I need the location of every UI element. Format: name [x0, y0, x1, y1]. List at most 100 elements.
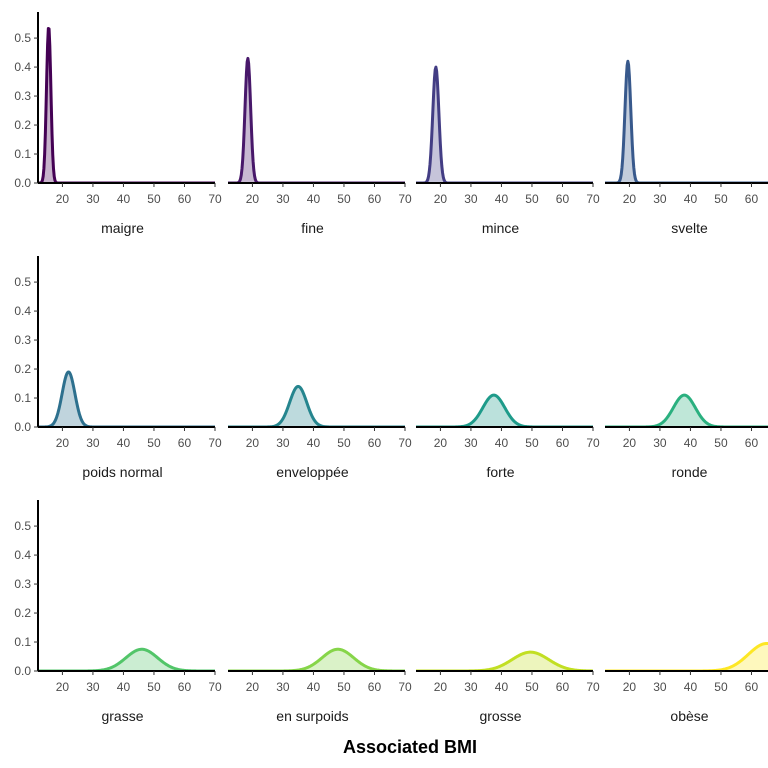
- y-tick-label: 0.2: [14, 118, 31, 132]
- x-tick-label: 30: [464, 192, 478, 206]
- facet-label: grasse: [101, 708, 143, 724]
- y-tick-label: 0.3: [14, 89, 31, 103]
- y-tick-label: 0.4: [14, 60, 31, 74]
- x-tick-label: 50: [147, 680, 161, 694]
- facet-panel-3: 203040506070svelte: [605, 59, 768, 236]
- density-line: [605, 393, 768, 427]
- y-tick-label: 0.3: [14, 577, 31, 591]
- x-tick-label: 70: [398, 680, 412, 694]
- x-tick-label: 60: [745, 680, 759, 694]
- x-tick-label: 70: [586, 436, 600, 450]
- density-area: [416, 67, 593, 183]
- facet-panel-4: 20 30 40 50 60 70 0.0 0.1 0.2 0.3 0.4 0.5 poids norm…: [14, 256, 222, 480]
- x-tick-label: 60: [556, 436, 570, 450]
- facet-panel-11: 203040506070obèse: [605, 641, 768, 724]
- x-tick-label: 60: [745, 436, 759, 450]
- x-tick-label: 30: [653, 680, 667, 694]
- x-tick-label: 30: [653, 192, 667, 206]
- x-tick-label: 20: [623, 680, 637, 694]
- x-tick-label: 70: [398, 192, 412, 206]
- x-tick-label: 70: [208, 680, 222, 694]
- x-tick-label: 30: [86, 436, 100, 450]
- facet-panel-7: 203040506070ronde: [605, 393, 768, 480]
- x-tick-label: 50: [525, 436, 539, 450]
- y-tick-label: 0.5: [14, 275, 31, 289]
- density-area: [416, 652, 593, 671]
- y-tick-label: 0.2: [14, 606, 31, 620]
- x-tick-label: 40: [684, 436, 698, 450]
- x-tick-label: 50: [714, 192, 728, 206]
- x-tick-label: 70: [586, 192, 600, 206]
- density-line: [605, 59, 768, 183]
- y-tick-label: 0.1: [14, 147, 31, 161]
- facet-panel-10: 20 30 40 50 60 70 grosse: [416, 650, 600, 724]
- facet-label: maigre: [101, 220, 144, 236]
- x-tick-label: 40: [307, 680, 321, 694]
- x-tick-label: 60: [178, 192, 192, 206]
- x-tick-label: 40: [684, 680, 698, 694]
- x-tick-label: 60: [745, 192, 759, 206]
- x-tick-label: 30: [276, 680, 290, 694]
- x-tick-label: 20: [434, 436, 448, 450]
- x-tick-label: 60: [556, 192, 570, 206]
- density-area: [38, 649, 215, 671]
- facet-panel-1: 20 30 40 50 60 70 fine: [228, 56, 412, 236]
- x-tick-label: 30: [86, 192, 100, 206]
- facet-label: mince: [482, 220, 520, 236]
- x-tick-label: 70: [586, 680, 600, 694]
- x-tick-label: 20: [623, 192, 637, 206]
- facet-label: forte: [486, 464, 514, 480]
- x-tick-label: 70: [398, 436, 412, 450]
- x-tick-label: 60: [178, 436, 192, 450]
- density-line: [38, 27, 216, 183]
- x-axis-title: Associated BMI: [343, 737, 477, 757]
- x-tick-label: 60: [368, 436, 382, 450]
- x-tick-label: 20: [56, 436, 70, 450]
- x-tick-label: 20: [246, 680, 260, 694]
- x-tick-label: 60: [178, 680, 192, 694]
- density-area: [416, 395, 593, 427]
- facet-panel-2: 20 30 40 50 60 70 mince: [416, 65, 600, 236]
- x-tick-label: 50: [714, 680, 728, 694]
- density-area: [228, 649, 405, 671]
- y-tick-label: 0.4: [14, 304, 31, 318]
- facet-panel-9: 20 30 40 50 60 70 en surpoids: [228, 647, 412, 724]
- x-tick-label: 60: [368, 192, 382, 206]
- y-tick-label: 0.0: [14, 420, 31, 434]
- density-line: [228, 56, 406, 183]
- x-tick-label: 50: [147, 436, 161, 450]
- x-tick-label: 40: [117, 192, 131, 206]
- facet-label: grosse: [479, 708, 521, 724]
- density-area: [228, 58, 405, 183]
- x-tick-label: 20: [246, 436, 260, 450]
- x-tick-label: 40: [117, 680, 131, 694]
- facet-panel-6: 20 30 40 50 60 70 forte: [416, 393, 600, 480]
- x-tick-label: 40: [117, 436, 131, 450]
- facet-panel-8: 20 30 40 50 60 70 0.0 0.1 0.2 0.3 0.4 0.5 grasse: [14, 500, 222, 724]
- density-line: [228, 384, 406, 427]
- x-tick-label: 50: [337, 436, 351, 450]
- density-area: [38, 28, 215, 183]
- y-tick-label: 0.0: [14, 176, 31, 190]
- density-line: [416, 65, 594, 183]
- y-tick-label: 0.5: [14, 31, 31, 45]
- y-tick-label: 0.1: [14, 391, 31, 405]
- y-tick-label: 0.3: [14, 333, 31, 347]
- y-tick-label: 0.1: [14, 635, 31, 649]
- y-tick-label: 0.5: [14, 519, 31, 533]
- x-tick-label: 20: [623, 436, 637, 450]
- x-tick-label: 40: [307, 192, 321, 206]
- x-tick-label: 40: [684, 192, 698, 206]
- x-tick-label: 60: [368, 680, 382, 694]
- x-tick-label: 30: [653, 436, 667, 450]
- x-tick-label: 30: [86, 680, 100, 694]
- x-tick-label: 50: [525, 192, 539, 206]
- x-tick-label: 30: [464, 680, 478, 694]
- facet-panel-0: 20 30 40 50 60 70 0.0 0.1 0.2 0.3 0.4 0.5 maigre: [14, 12, 222, 236]
- y-tick-label: 0.0: [14, 664, 31, 678]
- y-tick-label: 0.2: [14, 362, 31, 376]
- x-tick-label: 50: [337, 192, 351, 206]
- facet-label: en surpoids: [276, 708, 348, 724]
- density-area: [605, 395, 768, 427]
